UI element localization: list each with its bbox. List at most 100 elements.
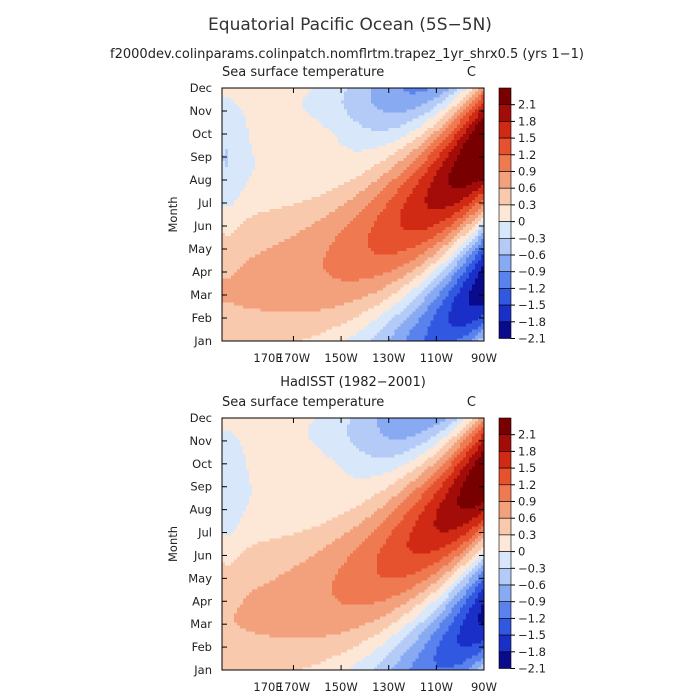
- y-tick-label: Oct: [192, 457, 212, 471]
- y-tick-label: Nov: [190, 434, 213, 448]
- y-tick-label: Feb: [192, 640, 212, 654]
- colorbar-swatch: [498, 187, 512, 206]
- y-tick-label: Sep: [190, 150, 212, 164]
- panel-title: HadISST (1982−2001): [280, 375, 426, 390]
- y-tick-label: Aug: [190, 173, 212, 187]
- colorbar-label: 0.3: [518, 198, 536, 212]
- y-tick-label: Jan: [193, 663, 212, 677]
- y-tick-label: Apr: [192, 594, 212, 608]
- colorbar-swatch: [498, 601, 512, 619]
- x-tick-label: 130W: [372, 680, 405, 694]
- plot-frame: [221, 417, 485, 671]
- figure-subtitle: f2000dev.colinparams.colinpatch.nomflrtm…: [110, 47, 584, 62]
- colorbar-label: −1.5: [518, 298, 546, 312]
- colorbar-swatch: [498, 171, 512, 189]
- colorbar-label: 0.9: [518, 165, 536, 179]
- y-tick-label: Jun: [193, 219, 212, 233]
- colorbar-label: 0: [518, 215, 525, 229]
- colorbar-label: 0.6: [518, 511, 536, 525]
- colorbar-label: 1.5: [518, 131, 536, 145]
- x-tick-label: 90W: [471, 680, 497, 694]
- colorbar-swatch: [498, 304, 512, 323]
- y-tick-label: Mar: [190, 617, 212, 631]
- y-tick-label: Jun: [193, 548, 212, 562]
- y-tick-label: Jul: [197, 196, 212, 210]
- colorbar-swatch: [498, 467, 512, 486]
- colorbar-swatch: [498, 104, 512, 122]
- x-tick-label: 130W: [372, 351, 405, 365]
- x-tick-label: 90W: [471, 351, 497, 365]
- colorbar-swatch: [498, 434, 512, 452]
- colorbar-swatch: [498, 221, 512, 239]
- colorbar-swatch: [498, 567, 512, 586]
- colorbar-label: −1.2: [518, 611, 546, 625]
- colorbar-label: −0.9: [518, 265, 546, 279]
- colorbar-swatch: [498, 204, 512, 222]
- units-label: C: [467, 395, 476, 410]
- variable-label: Sea surface temperature: [222, 395, 384, 410]
- colorbar-swatch: [498, 451, 512, 469]
- colorbar-swatch: [498, 618, 512, 636]
- y-tick-label: Jan: [193, 334, 212, 348]
- colorbar-label: 1.8: [518, 444, 536, 458]
- colorbar-label: −1.8: [518, 645, 546, 659]
- colorbar-label: 1.2: [518, 478, 536, 492]
- colorbar-swatch: [498, 417, 512, 436]
- x-tick-label: 170E: [253, 351, 282, 365]
- colorbar-label: −2.1: [518, 662, 546, 676]
- y-tick-label: May: [188, 571, 212, 585]
- units-label: C: [467, 65, 476, 80]
- colorbar-label: −1.2: [518, 281, 546, 295]
- colorbar-label: −0.3: [518, 231, 546, 245]
- colorbar-label: 2.1: [518, 428, 536, 442]
- plot-frame: [221, 87, 485, 342]
- colorbar-label: −0.3: [518, 561, 546, 575]
- figure-title: Equatorial Pacific Ocean (5S−5N): [208, 15, 492, 35]
- colorbar-label: 1.2: [518, 148, 536, 162]
- colorbar-swatch: [498, 288, 512, 306]
- colorbar-swatch: [498, 87, 512, 106]
- colorbar-label: −0.6: [518, 248, 546, 262]
- y-tick-label: Dec: [190, 81, 212, 95]
- colorbar-label: 0.9: [518, 495, 536, 509]
- colorbar-label: 0.6: [518, 181, 536, 195]
- heatmap-field: [222, 88, 485, 342]
- colorbar: 2.1 1.8 1.5 1.2 0.9 0.6 0.3 0 −0.3 −0.6 −0.9 −1.2 −1…: [498, 87, 546, 346]
- y-tick-label: Dec: [190, 411, 212, 425]
- colorbar-swatch: [498, 634, 512, 653]
- colorbar-swatch: [498, 484, 512, 502]
- colorbar: 2.1 1.8 1.5 1.2 0.9 0.6 0.3 0 −0.3 −0.6 −0.9 −1.2 −1…: [498, 417, 546, 676]
- colorbar-label: 1.5: [518, 461, 536, 475]
- sst-panel-2: HadISST (1982−2001) Sea surface temperatu…: [166, 375, 546, 694]
- colorbar-swatch: [498, 551, 512, 569]
- y-tick-label: Oct: [192, 127, 212, 141]
- sst-panel-1: Sea surface temperature C Jan Feb Mar Apr May J…: [166, 65, 546, 365]
- colorbar-swatch: [498, 238, 512, 256]
- x-tick-label: 150W: [324, 680, 357, 694]
- colorbar-swatch: [498, 534, 512, 552]
- colorbar-label: −1.5: [518, 628, 546, 642]
- variable-label: Sea surface temperature: [222, 65, 384, 80]
- colorbar-label: 0.3: [518, 528, 536, 542]
- colorbar-swatch: [498, 517, 512, 536]
- colorbar-label: 1.8: [518, 114, 536, 128]
- colorbar-swatch: [498, 584, 512, 603]
- colorbar-label: −2.1: [518, 332, 546, 346]
- y-tick-label: Aug: [190, 503, 212, 517]
- colorbar-label: 2.1: [518, 98, 536, 112]
- y-axis-label: Month: [166, 526, 180, 562]
- x-tick-label: 170E: [253, 680, 282, 694]
- x-tick-label: 110W: [420, 351, 453, 365]
- x-tick-label: 170W: [277, 351, 310, 365]
- y-tick-label: Mar: [190, 288, 212, 302]
- y-tick-label: Jul: [197, 526, 212, 540]
- colorbar-swatch: [498, 254, 512, 273]
- colorbar-label: −0.6: [518, 578, 546, 592]
- colorbar-swatch: [498, 121, 512, 139]
- heatmap-field: [222, 418, 485, 671]
- y-tick-label: Nov: [190, 104, 213, 118]
- x-tick-label: 150W: [324, 351, 357, 365]
- colorbar-label: −1.8: [518, 315, 546, 329]
- x-tick-label: 110W: [420, 680, 453, 694]
